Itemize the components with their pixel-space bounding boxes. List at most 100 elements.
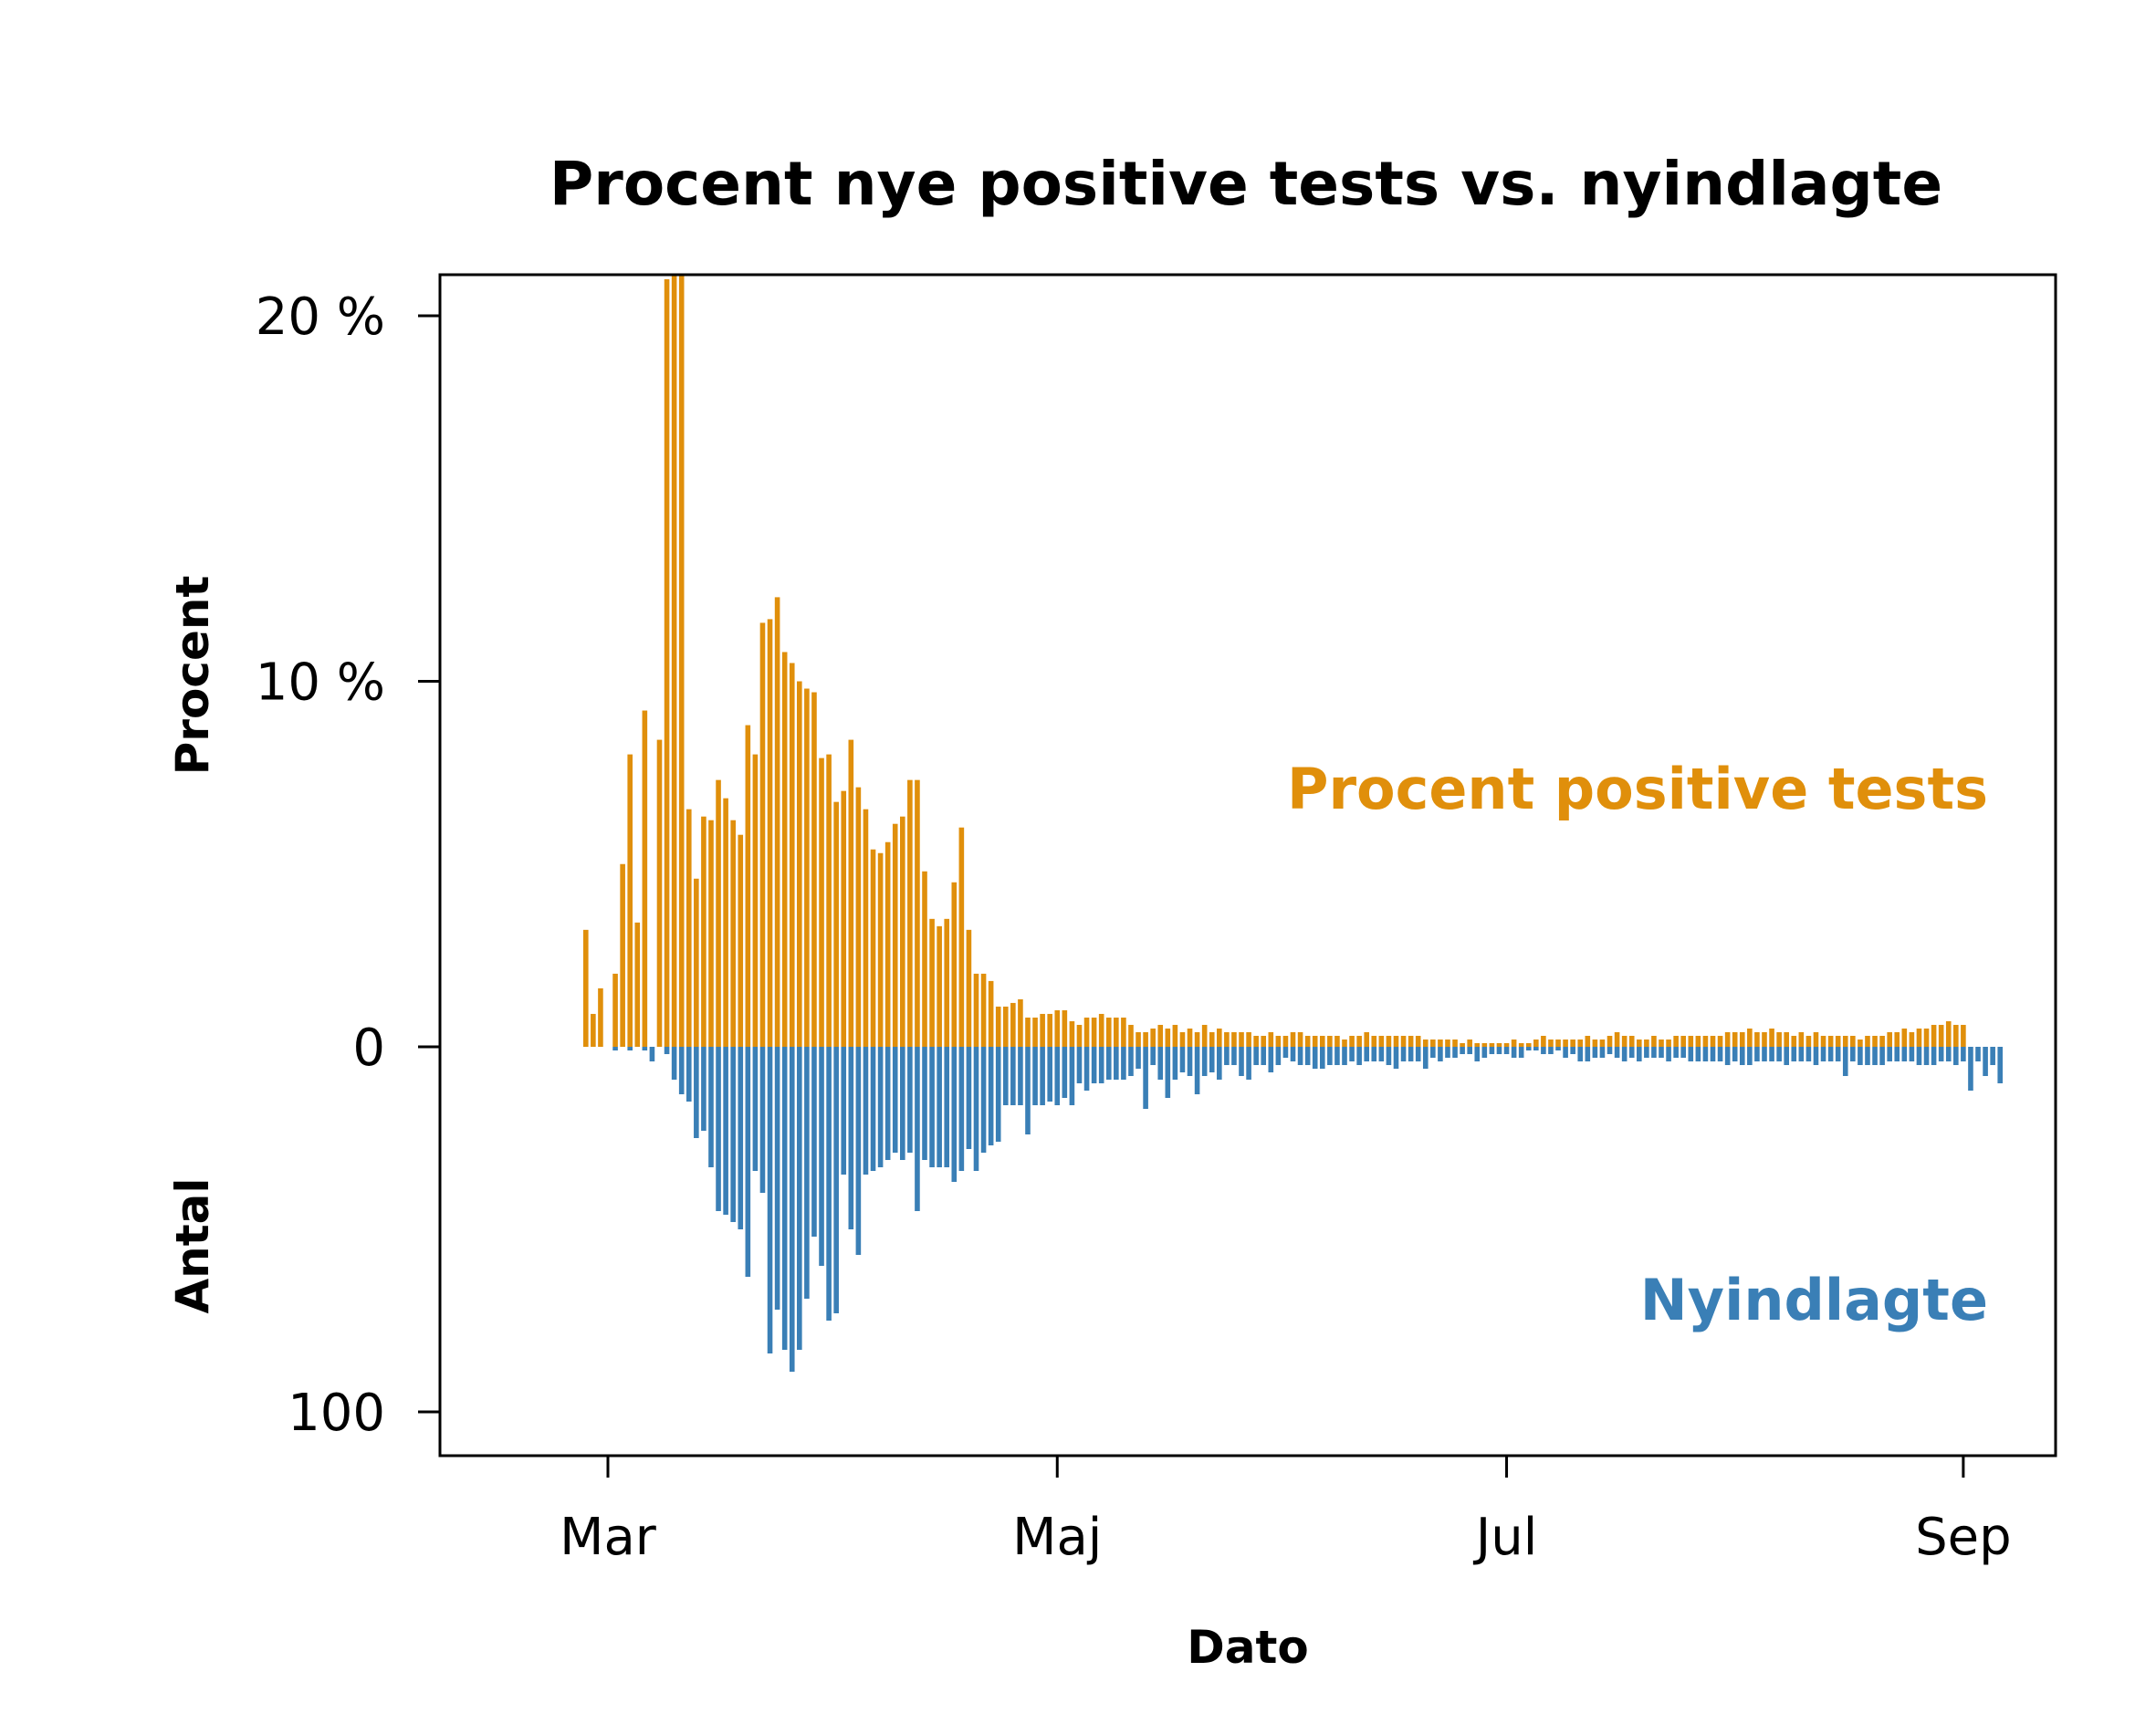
bar-positive-tests [1644, 1039, 1649, 1047]
bar-nyindlagte [907, 1047, 913, 1153]
bar-nyindlagte [1710, 1047, 1716, 1061]
bar-nyindlagte [1585, 1047, 1591, 1061]
x-tick-label: Maj [1012, 1508, 1102, 1567]
bar-nyindlagte [1659, 1047, 1664, 1058]
bar-positive-tests [848, 739, 854, 1047]
bar-positive-tests [1533, 1039, 1539, 1047]
bar-nyindlagte [863, 1047, 869, 1175]
bar-nyindlagte [642, 1047, 648, 1050]
bar-positive-tests [1091, 1017, 1097, 1047]
bar-nyindlagte [1010, 1047, 1016, 1105]
bar-nyindlagte [826, 1047, 832, 1321]
bar-nyindlagte [797, 1047, 802, 1350]
bar-positive-tests [1400, 1035, 1407, 1047]
bar-positive-tests [980, 973, 987, 1047]
bar-nyindlagte [929, 1047, 935, 1167]
bar-nyindlagte [767, 1047, 773, 1353]
bar-nyindlagte [1246, 1047, 1251, 1080]
bar-nyindlagte [759, 1047, 766, 1193]
bar-nyindlagte [730, 1047, 736, 1222]
y-tick-label: 10 % [256, 653, 385, 713]
bar-positive-tests [1798, 1031, 1805, 1047]
bar-nyindlagte [951, 1047, 958, 1182]
bar-nyindlagte [1172, 1047, 1178, 1080]
x-axis-label: Dato [1187, 1621, 1309, 1674]
bar-nyindlagte [1666, 1047, 1671, 1061]
x-tick-label: Mar [560, 1508, 657, 1567]
bar-positive-tests [877, 852, 884, 1047]
bar-positive-tests [738, 834, 744, 1047]
bar-nyindlagte [1460, 1047, 1465, 1054]
bar-nyindlagte [1121, 1047, 1126, 1080]
bar-positive-tests [634, 922, 641, 1047]
bar-positive-tests [598, 987, 603, 1047]
x-tick-label: Jul [1473, 1508, 1538, 1567]
bar-positive-tests [1261, 1035, 1267, 1047]
bar-positive-tests [1143, 1031, 1148, 1047]
bar-positive-tests [1209, 1031, 1215, 1047]
bar-nyindlagte [855, 1047, 862, 1255]
bar-positive-tests [1865, 1035, 1870, 1047]
bar-positive-tests [1961, 1024, 1966, 1047]
bar-nyindlagte [1408, 1047, 1414, 1061]
bar-positive-tests [1018, 998, 1023, 1047]
bar-positive-tests [671, 275, 677, 1047]
bar-nyindlagte [723, 1047, 728, 1215]
bar-nyindlagte [1555, 1047, 1561, 1050]
bar-nyindlagte [1916, 1047, 1922, 1065]
bar-positive-tests [1231, 1031, 1237, 1047]
bar-nyindlagte [1827, 1047, 1834, 1061]
bar-positive-tests [1460, 1042, 1465, 1047]
bar-positive-tests [988, 980, 994, 1047]
bar-positive-tests [1548, 1039, 1554, 1047]
bar-positive-tests [1069, 1020, 1075, 1047]
bar-positive-tests [841, 790, 847, 1047]
y-tick-label: 100 [288, 1384, 385, 1443]
bar-nyindlagte [1651, 1047, 1657, 1058]
bar-nyindlagte [1268, 1047, 1274, 1072]
bar-nyindlagte [1784, 1047, 1789, 1065]
bar-nyindlagte [1570, 1047, 1575, 1054]
bar-positive-tests [1628, 1035, 1635, 1047]
bar-nyindlagte [1769, 1047, 1774, 1061]
bar-positive-tests [723, 798, 728, 1047]
bar-positive-tests [1813, 1031, 1819, 1047]
bar-nyindlagte [1393, 1047, 1399, 1069]
bar-positive-tests [1047, 1013, 1052, 1047]
bar-positive-tests [1835, 1035, 1841, 1047]
bar-nyindlagte [1179, 1047, 1186, 1072]
bar-nyindlagte [892, 1047, 898, 1153]
bar-nyindlagte [1894, 1047, 1900, 1061]
bar-nyindlagte [1695, 1047, 1701, 1061]
bar-nyindlagte [1467, 1047, 1472, 1054]
bar-nyindlagte [915, 1047, 920, 1211]
bar-nyindlagte [1533, 1047, 1539, 1050]
bar-nyindlagte [1334, 1047, 1340, 1065]
bar-nyindlagte [1997, 1047, 2004, 1083]
bar-nyindlagte [1813, 1047, 1819, 1065]
bar-nyindlagte [1275, 1047, 1282, 1065]
bar-nyindlagte [1525, 1047, 1532, 1050]
bar-nyindlagte [1858, 1047, 1863, 1065]
bar-nyindlagte [1069, 1047, 1075, 1105]
bar-positive-tests [1953, 1024, 1959, 1047]
bar-positive-tests [1621, 1035, 1627, 1047]
bar-nyindlagte [1481, 1047, 1488, 1058]
bar-nyindlagte [804, 1047, 810, 1299]
bar-positive-tests [944, 918, 950, 1047]
bar-positive-tests [804, 688, 810, 1047]
bar-nyindlagte [841, 1047, 847, 1175]
bar-nyindlagte [1231, 1047, 1237, 1065]
bar-nyindlagte [686, 1047, 692, 1102]
bar-positive-tests [937, 925, 942, 1047]
bar-positive-tests [1334, 1035, 1340, 1047]
bar-positive-tests [1114, 1017, 1119, 1047]
bar-positive-tests [1511, 1039, 1517, 1047]
bar-positive-tests [1909, 1031, 1915, 1047]
bar-positive-tests [1518, 1042, 1524, 1047]
bar-positive-tests [1467, 1039, 1472, 1047]
bar-nyindlagte [1961, 1047, 1966, 1061]
bar-nyindlagte [877, 1047, 884, 1167]
bar-positive-tests [591, 1013, 596, 1047]
bar-positive-tests [1585, 1035, 1591, 1047]
